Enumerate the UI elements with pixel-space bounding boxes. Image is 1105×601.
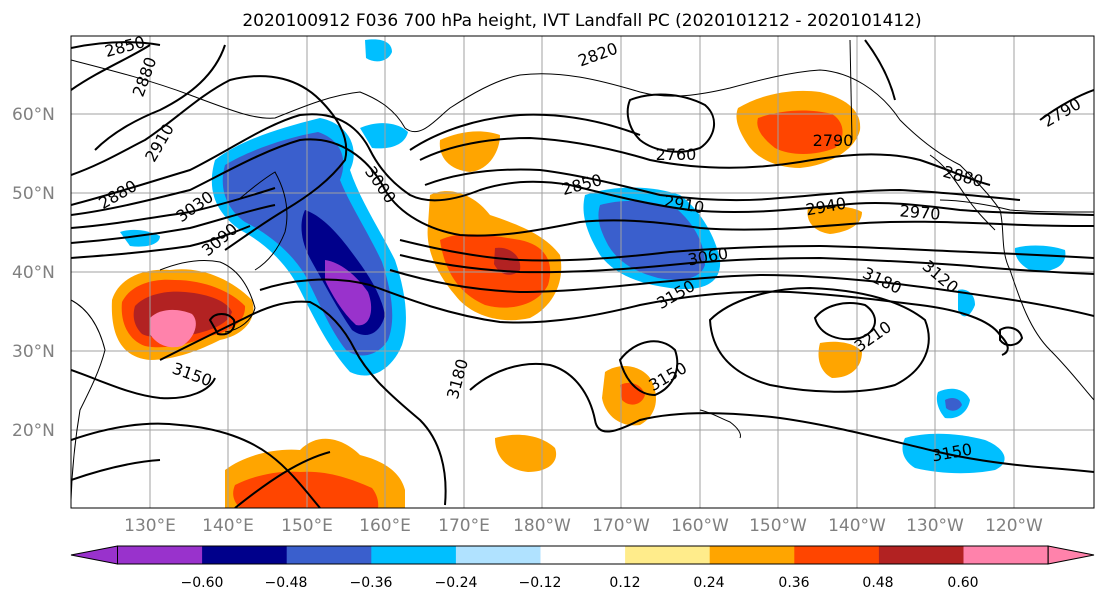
colorbar: −0.60 −0.48 −0.36 −0.24 −0.12 0.12 0.24 … [70,545,1095,591]
lon-label-170e: 170°E [438,516,490,536]
lon-label-140w: 140°W [828,516,886,536]
lon-label-150w: 150°W [749,516,807,536]
lat-label-30n: 30°N [12,342,55,362]
lon-label-150e: 150°E [281,516,333,536]
contour-label: 2790 [813,131,854,150]
lon-label-130w: 130°W [906,516,964,536]
colorbar-under-extension [70,545,118,565]
lon-label-120w: 120°W [985,516,1043,536]
colorbar-tick-label: −0.36 [350,575,393,591]
contour-label: 2970 [899,201,941,223]
colorbar-over-extension [1047,545,1095,565]
colorbar-tick-label: −0.12 [519,575,562,591]
contour-label: 2760 [656,145,697,164]
lon-label-140e: 140°E [202,516,254,536]
colorbar-swatch [625,546,711,564]
colorbar-swatch [202,546,288,564]
colorbar-tick-label: −0.60 [181,575,224,591]
lon-label-160e: 160°E [359,516,411,536]
height-contours [71,39,1094,508]
colorbar-tick-label: 0.36 [778,575,809,591]
colorbar-tick-label: 0.24 [693,575,724,591]
colorbar-swatch [286,546,372,564]
lat-label-20n: 20°N [12,421,55,441]
lon-label-160w: 160°W [671,516,729,536]
lon-label-180w: 180°W [513,516,571,536]
colorbar-swatch [709,546,795,564]
colorbar-tick-label: −0.24 [435,575,478,591]
lon-label-130e: 130°E [124,516,176,536]
latitude-labels: 60°N 50°N 40°N 30°N 20°N [12,105,55,441]
colorbar-tick-label: 0.12 [609,575,640,591]
colorbar-frame [117,545,1049,565]
graticule [71,36,1094,508]
longitude-labels: 130°E 140°E 150°E 160°E 170°E 180°W 170°… [124,516,1043,536]
colorbar-swatch [455,546,541,564]
ivt-negative-region-east-pacific [902,433,1005,474]
colorbar-swatch [963,546,1049,564]
colorbar-tick-label: 0.60 [947,575,978,591]
map-title: 2020100912 F036 700 hPa height, IVT Land… [242,11,921,31]
lat-label-60n: 60°N [12,105,55,125]
colorbar-tick-label: −0.48 [265,575,308,591]
colorbar-swatch [117,546,203,564]
map-panel [70,35,1095,509]
lat-label-40n: 40°N [12,263,55,283]
colorbar-tick-label: 0.48 [862,575,893,591]
colorbar-swatch [540,546,626,564]
map-frame [70,35,1095,509]
lat-label-50n: 50°N [12,184,55,204]
colorbar-swatch [371,546,457,564]
lon-label-170w: 170°W [592,516,650,536]
colorbar-swatch [878,546,964,564]
colorbar-swatch [794,546,880,564]
